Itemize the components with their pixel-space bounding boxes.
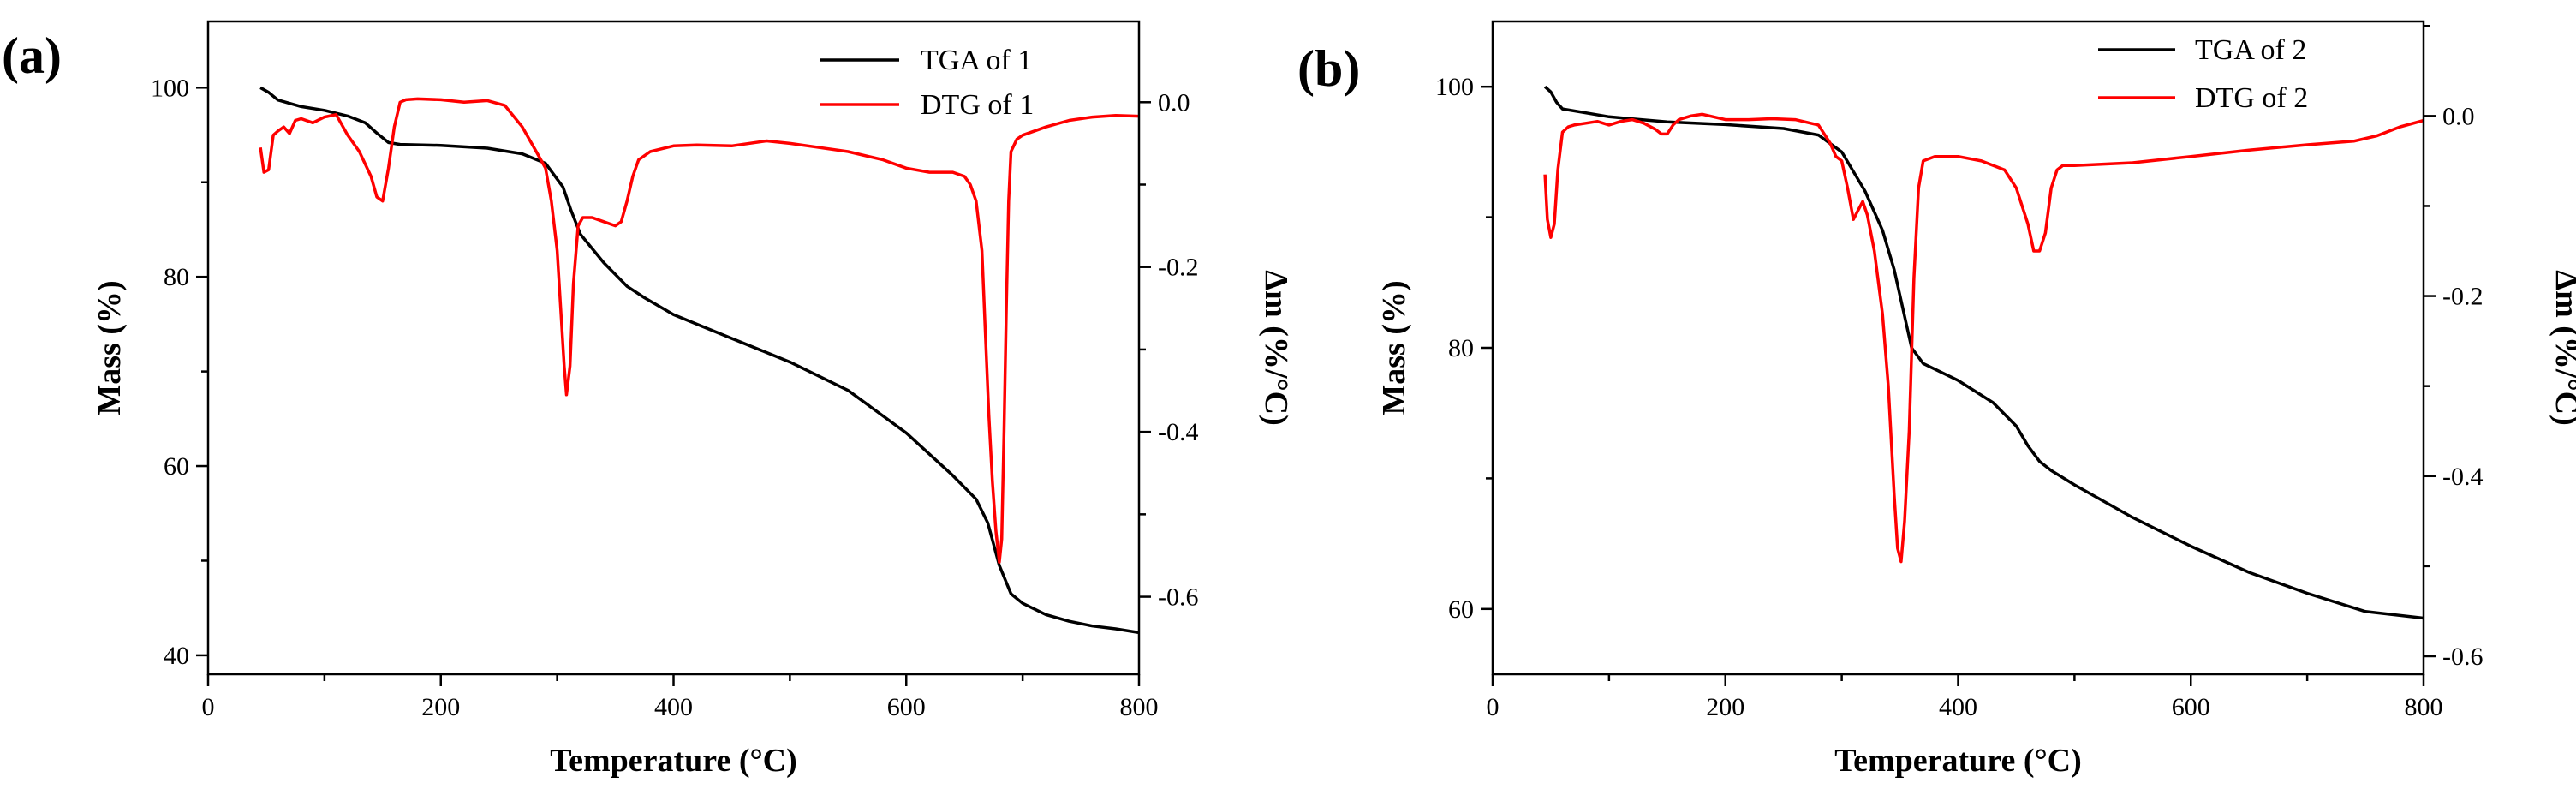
y2-tick-label: -0.4	[2442, 463, 2484, 491]
x-tick-label: 400	[1939, 693, 1977, 721]
y-tick-label: 60	[164, 452, 189, 481]
chart-panel-b: 0 200 400 600 800 60 80 100 0.0 -0.2 -0.4 -0.6 Tempe…	[1297, 20, 2576, 779]
y-tick-label: 80	[1448, 334, 1474, 362]
y-tick-label: 100	[151, 74, 189, 102]
y2-tick-label: -0.2	[1158, 254, 1199, 282]
chart-panel-a: 0 200 400 600 800 40 60 80 100 0.0 -0.2 -0.4 -0.6 Tem…	[2, 20, 1294, 779]
y-axis-title: Mass (%)	[92, 280, 128, 415]
series-line-tga-of-1	[259, 86, 1139, 635]
x-axis-title: Temperature (°C)	[550, 743, 797, 779]
y-tick-label: 40	[164, 642, 189, 670]
y2-tick-label: 0.0	[1158, 88, 1190, 117]
x-tick-label: 200	[421, 693, 460, 721]
x-tick-label: 800	[2405, 693, 2443, 721]
y2-tick-label: -0.2	[2442, 283, 2484, 311]
legend-label: TGA of 2	[2195, 34, 2306, 66]
panel-label: (b)	[1297, 40, 1360, 97]
x-axis-title: Temperature (°C)	[1834, 743, 2082, 779]
y2-tick-label: -0.6	[2442, 643, 2484, 671]
x-tick-label: 600	[2172, 693, 2210, 721]
y2-axis-title: Δm (%/°C)	[2549, 270, 2576, 425]
y-axis-title: Mass (%)	[1376, 280, 1412, 415]
x-tick-label: 200	[1706, 693, 1744, 721]
panel-label: (a)	[2, 27, 62, 84]
x-tick-label: 0	[1487, 693, 1500, 721]
series-line-tga-of-2	[1543, 85, 2424, 620]
y-tick-label: 60	[1448, 595, 1474, 624]
x-tick-label: 800	[1120, 693, 1159, 721]
y2-tick-label: -0.4	[1158, 418, 1199, 446]
series-line-dtg-of-1	[259, 97, 1139, 564]
series-line-dtg-of-2	[1543, 112, 2424, 564]
y2-axis-title: Δm (%/°C)	[1258, 270, 1294, 425]
y2-tick-label: -0.6	[1158, 583, 1199, 612]
x-tick-label: 600	[887, 693, 926, 721]
y-tick-label: 100	[1435, 73, 1474, 101]
legend-label: TGA of 1	[921, 45, 1032, 76]
legend-label: DTG of 2	[2195, 82, 2308, 114]
y2-tick-label: 0.0	[2442, 102, 2475, 130]
x-tick-label: 0	[202, 693, 215, 721]
legend-label: DTG of 1	[921, 89, 1034, 121]
y-tick-label: 80	[164, 263, 189, 291]
x-tick-label: 400	[654, 693, 693, 721]
